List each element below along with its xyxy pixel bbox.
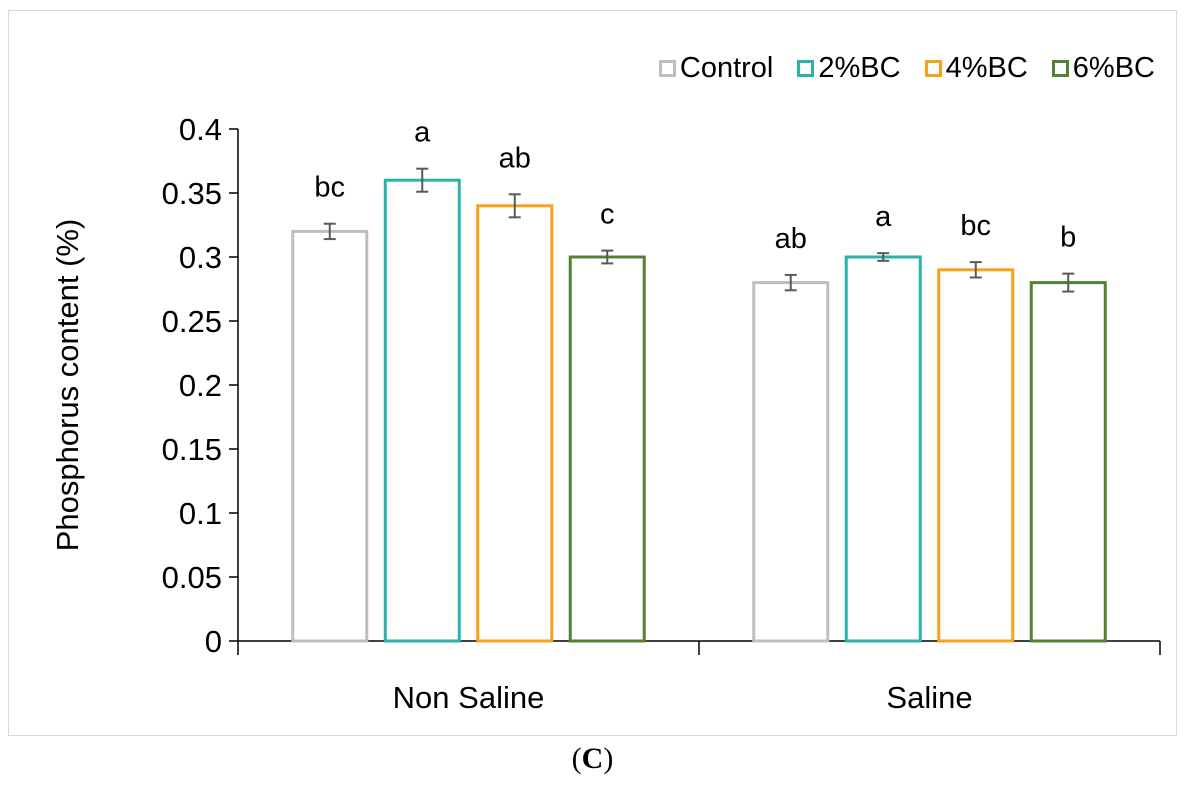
legend-label: 2%BC xyxy=(818,52,901,84)
bar xyxy=(752,281,830,643)
bar xyxy=(844,255,922,643)
significance-letter: c xyxy=(600,199,615,231)
y-tick-label: 0.1 xyxy=(179,496,222,531)
legend-label: 4%BC xyxy=(945,52,1028,84)
chart-legend: Control 2%BC 4%BC 6%BC xyxy=(635,52,1155,85)
x-tick-label: Non Saline xyxy=(393,680,545,715)
legend-item: 4%BC xyxy=(924,52,1028,85)
significance-letter: ab xyxy=(499,142,531,174)
legend-swatch xyxy=(797,60,815,77)
legend-swatch xyxy=(924,60,942,77)
bar xyxy=(291,229,369,643)
significance-letter: a xyxy=(414,117,431,149)
y-tick-label: 0.15 xyxy=(162,432,222,467)
legend-item: 6%BC xyxy=(1051,52,1155,85)
legend-swatch xyxy=(658,60,676,77)
bar xyxy=(1029,281,1107,643)
chart-area xyxy=(8,10,1177,736)
significance-letter: bc xyxy=(314,172,345,204)
bar xyxy=(937,268,1015,643)
y-tick-label: 0.05 xyxy=(162,560,222,595)
legend-item: Control xyxy=(658,52,774,85)
y-tick-label: 0.35 xyxy=(162,176,222,211)
legend-swatch xyxy=(1051,60,1069,77)
y-tick-label: 0.25 xyxy=(162,304,222,339)
bar xyxy=(476,204,554,643)
legend-label: 6%BC xyxy=(1072,52,1155,84)
legend-label: Control xyxy=(679,52,774,84)
caption-close-paren: ) xyxy=(603,742,614,775)
bar-chart: 0 0.05 0.1 0.15 0.2 0.25 0.3 0.35 0.4 Phosphorus … xyxy=(50,112,1161,715)
y-tick-label: 0 xyxy=(205,624,222,659)
significance-letter: ab xyxy=(775,223,807,255)
bar xyxy=(568,255,646,643)
x-tick-label: Saline xyxy=(886,680,972,715)
y-tick-label: 0.4 xyxy=(179,112,222,147)
y-tick-label: 0.3 xyxy=(179,240,222,275)
significance-letter: bc xyxy=(960,210,991,242)
caption-open-paren: ( xyxy=(571,742,582,775)
caption-letter: C xyxy=(581,742,604,775)
figure-caption: (C) xyxy=(0,742,1185,776)
significance-letter: b xyxy=(1060,222,1076,254)
y-axis-label: Phosphorus content (%) xyxy=(50,219,85,552)
y-tick-label: 0.2 xyxy=(179,368,222,403)
bar xyxy=(383,178,461,643)
significance-letter: a xyxy=(875,201,892,233)
legend-item: 2%BC xyxy=(797,52,901,85)
